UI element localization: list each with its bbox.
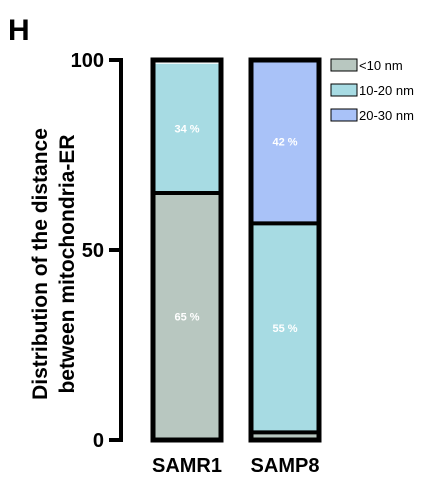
y-tick-label-100: 100 — [71, 50, 104, 72]
bar-SAMR1-<10 nm — [153, 193, 221, 440]
category-label-SAMR1: SAMR1 — [152, 455, 222, 477]
legend-label-10-20 nm: 10-20 nm — [359, 83, 414, 98]
data-label-SAMR1-10-20 nm: 34 % — [174, 123, 199, 135]
legend: <10 nm 10-20 nm 20-30 nm — [330, 58, 414, 123]
legend-swatch-10-20 nm — [330, 83, 358, 97]
bar-outline-SAMR1 — [150, 57, 224, 443]
legend-swatch-20-30 nm — [330, 108, 358, 122]
y-axis: 0 50 100 — [71, 50, 123, 452]
bar-SAMP8-20-30 nm — [251, 60, 319, 224]
data-label-SAMR1-<10 nm: 65 % — [174, 312, 199, 324]
category-labels: SAMR1 SAMP8 — [152, 455, 319, 477]
data-label-SAMP8-20-30 nm: 42 % — [272, 137, 297, 149]
bar-outline-SAMP8 — [248, 57, 322, 443]
y-tick-label-0: 0 — [93, 430, 104, 452]
y-axis-label-line-1: Distribution of the distance — [29, 128, 52, 400]
bars: 65 % 34 % 55 % 42 % — [150, 57, 322, 443]
y-tick-label-50: 50 — [82, 240, 104, 262]
category-label-SAMP8: SAMP8 — [251, 455, 320, 477]
legend-swatch-<10 nm — [330, 58, 358, 72]
panel-letter: H — [8, 14, 30, 47]
legend-label-<10 nm: <10 nm — [359, 58, 403, 73]
bar-SAMR1-10-20 nm — [153, 63, 221, 193]
legend-label-20-30 nm: 20-30 nm — [359, 108, 414, 123]
data-label-SAMP8-10-20 nm: 55 % — [272, 323, 297, 335]
y-axis-label: Distribution of the distance between mit… — [29, 128, 79, 400]
y-axis-label-line-2: between mitochondria-ER — [56, 134, 79, 393]
bar-SAMP8-<10 nm — [251, 432, 319, 440]
bar-SAMP8-10-20 nm — [251, 223, 319, 433]
